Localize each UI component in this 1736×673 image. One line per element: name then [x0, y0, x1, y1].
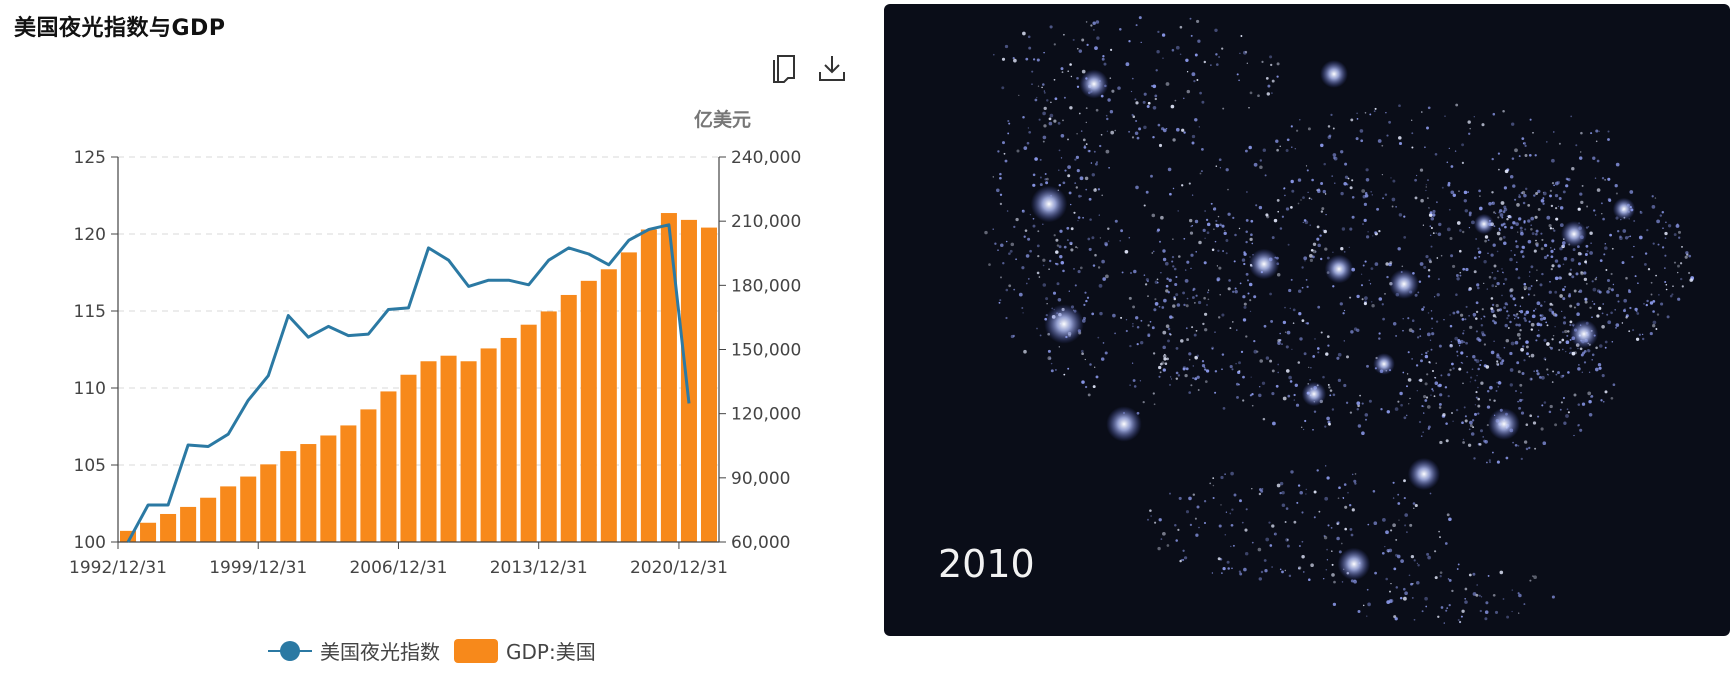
- right-axis-tick-label: 210,000: [731, 212, 801, 232]
- left-axis-tick-label: 100: [74, 533, 106, 553]
- gdp-bar: [500, 337, 517, 542]
- x-axis-tick-label: 2006/12/31: [349, 558, 447, 578]
- chart-toolbar: [770, 52, 848, 84]
- page-title: 美国夜光指数与GDP: [14, 16, 226, 41]
- night-lights-image: [984, 16, 1695, 624]
- map-year-label: 2010: [938, 542, 1035, 586]
- right-axis-tick-label: 60,000: [731, 533, 790, 553]
- gdp-bar: [620, 252, 637, 542]
- night-lights-map: 2010: [884, 4, 1730, 636]
- left-axis-tick-label: 125: [74, 148, 106, 168]
- left-axis-tick-label: 110: [74, 379, 106, 399]
- gdp-bar: [700, 227, 717, 543]
- left-axis-tick-label: 120: [74, 225, 106, 245]
- x-axis-tick-label: 1999/12/31: [209, 558, 307, 578]
- gdp-bar: [680, 219, 697, 542]
- gdp-bar: [440, 355, 457, 542]
- gdp-bar: [340, 425, 357, 542]
- x-axis-tick-label: 1992/12/31: [69, 558, 167, 578]
- x-axis-tick-label: 2013/12/31: [490, 558, 588, 578]
- gdp-bar: [120, 530, 137, 542]
- gdp-bar: [260, 464, 277, 542]
- right-axis-tick-label: 240,000: [731, 148, 801, 168]
- gdp-bar: [380, 391, 397, 542]
- light-index-line: [126, 223, 691, 543]
- gdp-bar: [220, 486, 237, 542]
- gdp-bar: [660, 213, 677, 543]
- gdp-bar: [280, 451, 297, 542]
- legend-item-light-index[interactable]: 美国夜光指数: [268, 636, 440, 665]
- gdp-bar: [540, 311, 557, 542]
- gdp-bar: [320, 435, 337, 542]
- gdp-bar: [160, 513, 177, 542]
- gdp-bar: [640, 229, 657, 542]
- right-axis-unit: 亿美元: [694, 108, 751, 131]
- gdp-bar: [240, 476, 257, 542]
- gdp-bar: [180, 506, 197, 542]
- copy-icon[interactable]: [770, 52, 802, 84]
- gdp-bar: [480, 348, 497, 542]
- right-axis-tick-label: 90,000: [731, 469, 790, 489]
- gdp-bar: [600, 269, 617, 542]
- gdp-bar: [460, 361, 477, 542]
- x-axis-tick-label: 2020/12/31: [630, 558, 728, 578]
- chart-area: 100 105 110 115 120 125 60,000 90,000 120,000 150…: [69, 108, 801, 578]
- gdp-bar: [400, 374, 417, 542]
- gdp-bar: [300, 444, 317, 542]
- gdp-bar: [200, 497, 217, 542]
- left-axis-tick-label: 115: [74, 302, 106, 322]
- gdp-bar: [580, 280, 597, 542]
- download-icon[interactable]: [816, 52, 848, 84]
- gdp-bar: [140, 522, 157, 542]
- gdp-bar: [520, 324, 537, 542]
- chart-legend: 美国夜光指数 GDP:美国: [268, 636, 596, 665]
- legend-bar-marker: [454, 638, 498, 663]
- legend-label-light-index: 美国夜光指数: [320, 640, 440, 664]
- legend-line-marker: [268, 640, 312, 661]
- gdp-bar: [560, 294, 577, 542]
- right-axis-tick-label: 120,000: [731, 405, 801, 425]
- right-axis-tick-label: 150,000: [731, 341, 801, 361]
- gdp-bar: [420, 361, 437, 542]
- right-axis-tick-label: 180,000: [731, 276, 801, 296]
- city-lights: [984, 16, 1695, 624]
- gdp-bar: [360, 409, 377, 542]
- legend-item-gdp[interactable]: GDP:美国: [454, 636, 596, 665]
- left-axis-tick-label: 105: [74, 456, 106, 476]
- legend-label-gdp: GDP:美国: [506, 640, 596, 664]
